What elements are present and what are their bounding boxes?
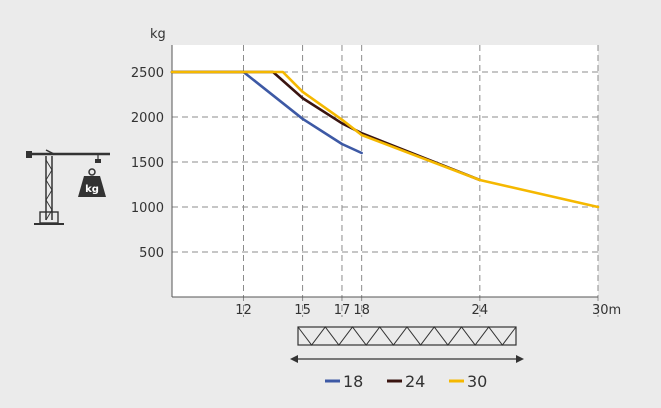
series-line-30 <box>170 70 600 209</box>
grid <box>171 45 599 317</box>
y-tick-label: 500 <box>139 246 164 261</box>
y-axis-unit-label: kg <box>150 27 166 42</box>
legend-label: 18 <box>343 372 363 391</box>
axis-labels: kg 500 1000 1500 2000 2500 12 15 17 18 24 30m <box>131 27 621 318</box>
plot-area <box>172 45 598 297</box>
y-tick-label: 1000 <box>131 201 164 216</box>
x-tick-label: 17 <box>334 303 351 318</box>
weight-kg-label: kg <box>85 184 99 195</box>
jib-lattice-icon <box>297 326 517 346</box>
series-lines <box>170 70 600 209</box>
reach-arrow <box>290 355 524 363</box>
x-tick-label: 12 <box>235 303 252 318</box>
y-tick-label: 1500 <box>131 156 164 171</box>
y-tick-label: 2000 <box>131 111 164 126</box>
legend-label: 24 <box>405 372 425 391</box>
legend: 18 24 30 <box>325 372 487 391</box>
x-tick-label: 24 <box>472 303 489 318</box>
legend-label: 30 <box>467 372 487 391</box>
y-tick-label: 2500 <box>131 66 164 81</box>
x-tick-label: 18 <box>353 303 370 318</box>
x-tick-label: 15 <box>294 303 311 318</box>
tower-crane-icon <box>26 149 110 225</box>
x-tick-label: 30m <box>592 303 621 318</box>
weight-kg-icon: kg <box>78 168 106 197</box>
